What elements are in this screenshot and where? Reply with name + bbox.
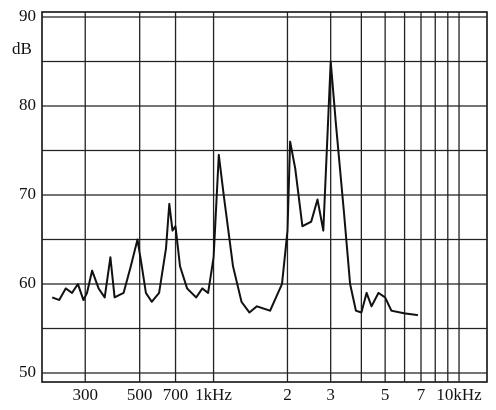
x-tick-label: 3: [326, 385, 335, 404]
x-tick-label: 1kHz: [195, 385, 232, 404]
x-tick-label: 300: [72, 385, 98, 404]
y-tick-label: 80: [19, 95, 36, 114]
y-tick-label: 60: [19, 273, 36, 292]
y-tick-label: 70: [19, 184, 36, 203]
x-tick-label: 2: [283, 385, 292, 404]
y-axis-label: dB: [12, 39, 32, 58]
x-tick-label: 500: [127, 385, 153, 404]
x-tick-label: 10kHz: [436, 385, 482, 404]
x-tick-label: 5: [381, 385, 390, 404]
y-tick-label: 50: [19, 362, 36, 381]
x-tick-label: 7: [417, 385, 426, 404]
y-tick-label: 90: [19, 6, 36, 25]
plot-frame: [41, 11, 488, 383]
data-line: [51, 60, 419, 317]
x-tick-label: 700: [163, 385, 189, 404]
